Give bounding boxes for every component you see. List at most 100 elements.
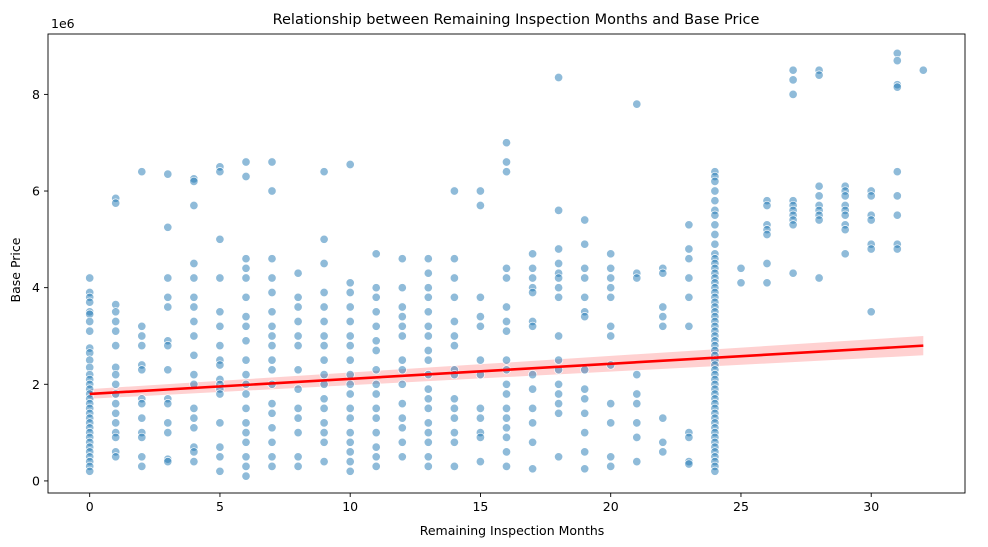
data-point [163, 302, 173, 312]
data-point [918, 65, 928, 75]
data-point [241, 336, 251, 346]
data-point [371, 403, 381, 413]
data-point [215, 273, 225, 283]
data-point [111, 452, 121, 462]
data-point [319, 302, 329, 312]
data-point [475, 292, 485, 302]
data-point [606, 292, 616, 302]
data-point [189, 413, 199, 423]
data-point [345, 447, 355, 457]
data-point [293, 331, 303, 341]
data-point [267, 341, 277, 351]
data-point [267, 307, 277, 317]
data-point [137, 461, 147, 471]
data-point [788, 220, 798, 230]
y-tick-label: 6 [32, 184, 40, 199]
data-point [137, 452, 147, 462]
data-point [241, 437, 251, 447]
data-point [632, 273, 642, 283]
y-offset-label: 1e6 [51, 16, 75, 31]
data-point [137, 321, 147, 331]
data-point [501, 379, 512, 389]
data-point [423, 321, 433, 331]
data-point [371, 365, 381, 375]
data-point [554, 292, 564, 302]
data-point [241, 389, 251, 399]
data-point [892, 244, 902, 254]
data-point [163, 169, 173, 179]
data-point [580, 464, 590, 474]
data-point [215, 418, 225, 428]
data-point [397, 254, 407, 264]
data-point [163, 428, 173, 438]
data-point [189, 331, 199, 341]
data-point [814, 215, 824, 225]
data-point [580, 365, 590, 375]
data-point [606, 263, 616, 273]
data-point [241, 452, 251, 462]
data-point [319, 370, 329, 380]
data-point [293, 365, 303, 375]
data-point [554, 283, 564, 293]
data-point [345, 428, 355, 438]
data-point [475, 403, 485, 413]
data-point [137, 365, 147, 375]
data-point [710, 176, 720, 186]
x-tick-label: 30 [863, 499, 879, 514]
data-point [710, 229, 720, 240]
data-point [241, 370, 251, 380]
data-point [163, 341, 173, 351]
data-point [606, 399, 616, 409]
data-point [215, 341, 225, 351]
data-point [814, 70, 824, 80]
data-point [840, 210, 850, 220]
data-point [501, 263, 512, 273]
y-tick-label: 0 [32, 473, 40, 488]
data-point [397, 355, 407, 365]
data-point [111, 408, 121, 418]
data-point [423, 355, 433, 365]
data-point [892, 56, 902, 66]
data-point [241, 312, 251, 322]
data-point [111, 326, 121, 336]
data-point [345, 159, 355, 170]
data-point [241, 292, 251, 302]
data-point [554, 355, 564, 365]
data-point [241, 254, 251, 264]
data-point [762, 258, 772, 269]
data-point [241, 355, 251, 365]
data-point [371, 442, 381, 452]
data-point [423, 394, 433, 404]
data-point [215, 307, 225, 317]
data-point [449, 316, 459, 327]
data-point [475, 413, 485, 423]
data-point [215, 167, 225, 177]
data-point [111, 432, 121, 442]
data-point [397, 437, 407, 447]
data-point [606, 418, 616, 428]
data-point [528, 273, 538, 283]
data-point [293, 292, 303, 302]
data-point [580, 394, 590, 404]
y-tick-label: 2 [32, 377, 40, 392]
data-point [267, 423, 277, 433]
data-point [528, 384, 538, 394]
data-point [111, 341, 121, 351]
regression-line [89, 344, 924, 396]
data-point [449, 437, 459, 447]
data-point [449, 331, 459, 341]
data-point [85, 326, 95, 336]
data-point [606, 249, 616, 259]
data-point [501, 447, 512, 457]
data-point [423, 254, 433, 264]
data-point [423, 418, 433, 428]
data-point [267, 331, 277, 341]
data-point [345, 278, 355, 288]
data-point [658, 321, 668, 331]
data-point [423, 307, 433, 317]
data-point [449, 254, 459, 264]
y-axis-label: Base Price [8, 237, 23, 302]
data-point [554, 205, 564, 215]
data-point [345, 287, 355, 298]
data-point [684, 220, 694, 230]
